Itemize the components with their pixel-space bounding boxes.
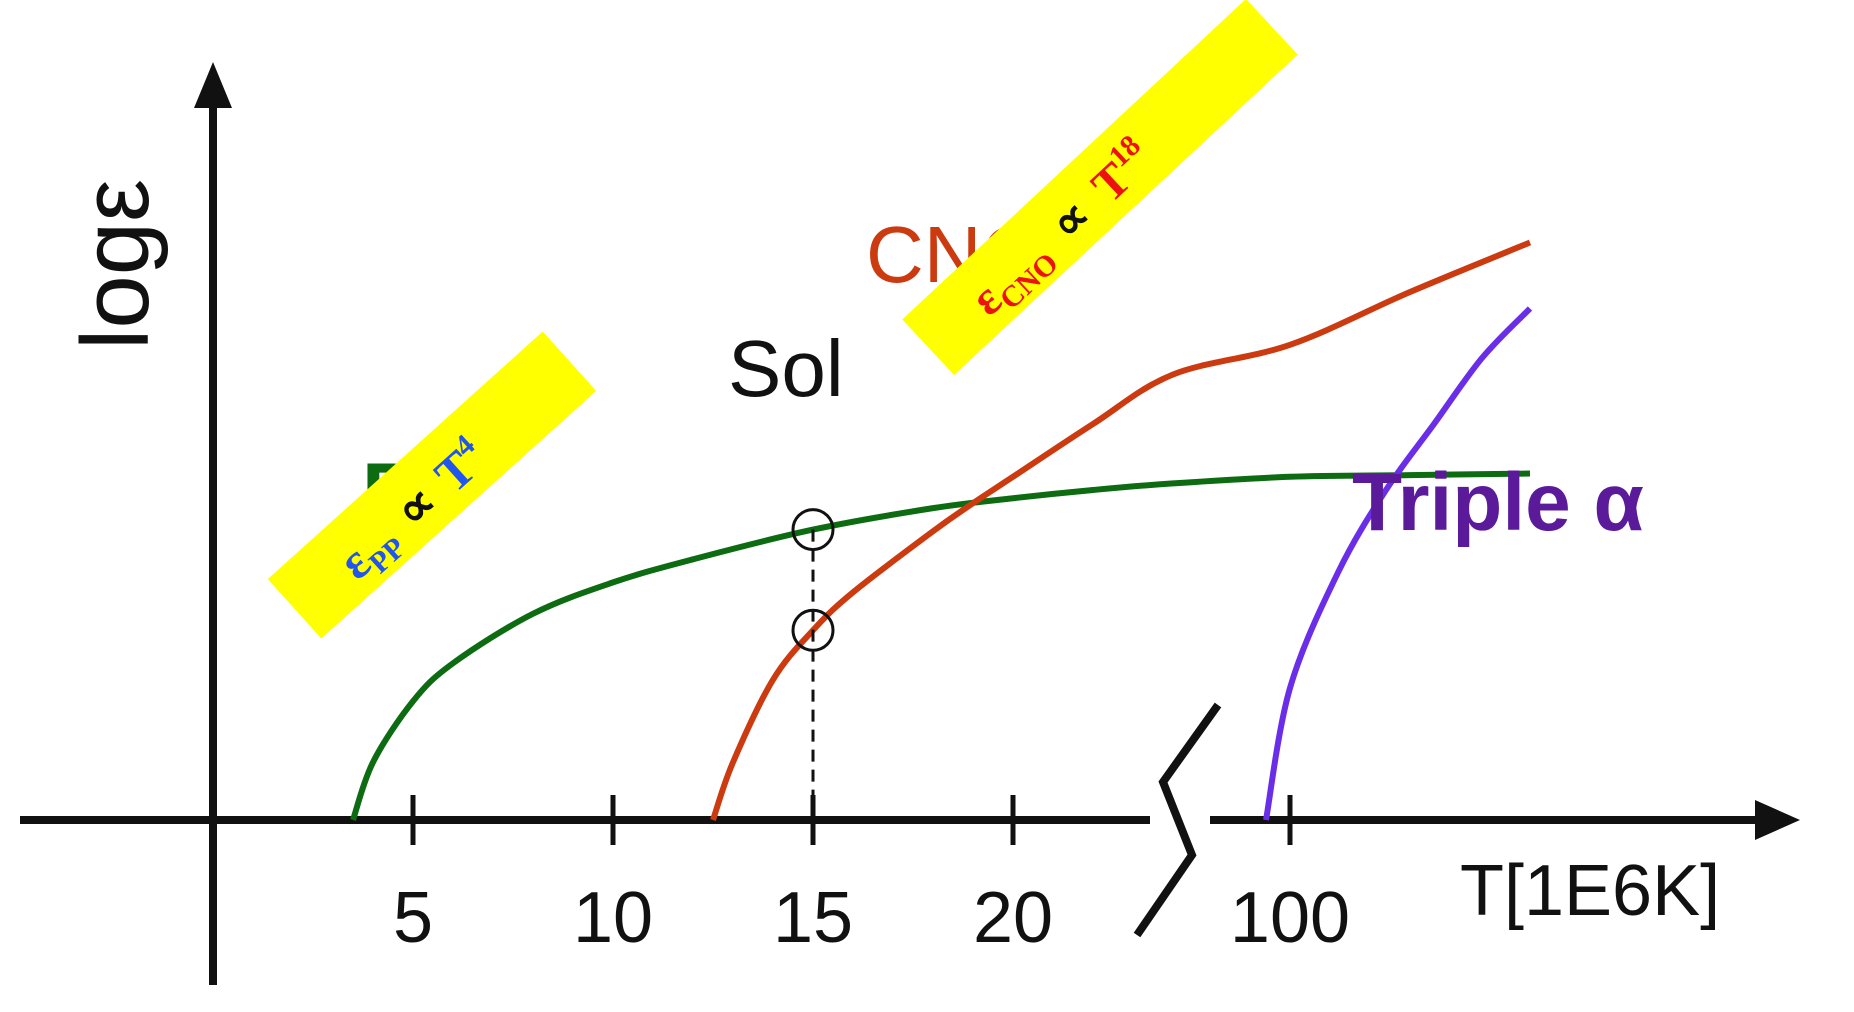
sol-label: Sol [728,324,844,413]
series-group [350,239,1533,821]
cno-curve [710,239,1532,821]
x-tick-label: 5 [393,878,433,958]
triple-alpha-curve [1263,306,1533,821]
x-tick-label: 10 [573,878,653,958]
sol-point-marker [791,508,835,552]
x-axis-arrow [1755,800,1800,840]
x-tick-label: 15 [773,878,853,958]
y-axis-arrow [194,62,232,108]
cno-formula-badge: εCNO∝T18 [902,0,1298,376]
pp-curve [350,470,1531,821]
x-axis-label: T[1E6K] [1460,851,1720,931]
sol-marker: Sol [728,324,844,820]
x-tick-label: 20 [973,878,1053,958]
axis-break-mark [1133,702,1222,938]
cno-formula-highlight [902,0,1298,376]
y-axis-label: logε [62,179,169,350]
triple-alpha-label: Triple α [1352,457,1644,548]
sol-point-marker [791,608,835,652]
x-tick-label: 100 [1230,878,1350,958]
x-ticks: 5 10 15 20 100 [393,795,1350,958]
pp-formula-badge: εPP∝T4 [267,331,597,639]
pp-formula-highlight [267,331,597,639]
axes [20,62,1800,985]
